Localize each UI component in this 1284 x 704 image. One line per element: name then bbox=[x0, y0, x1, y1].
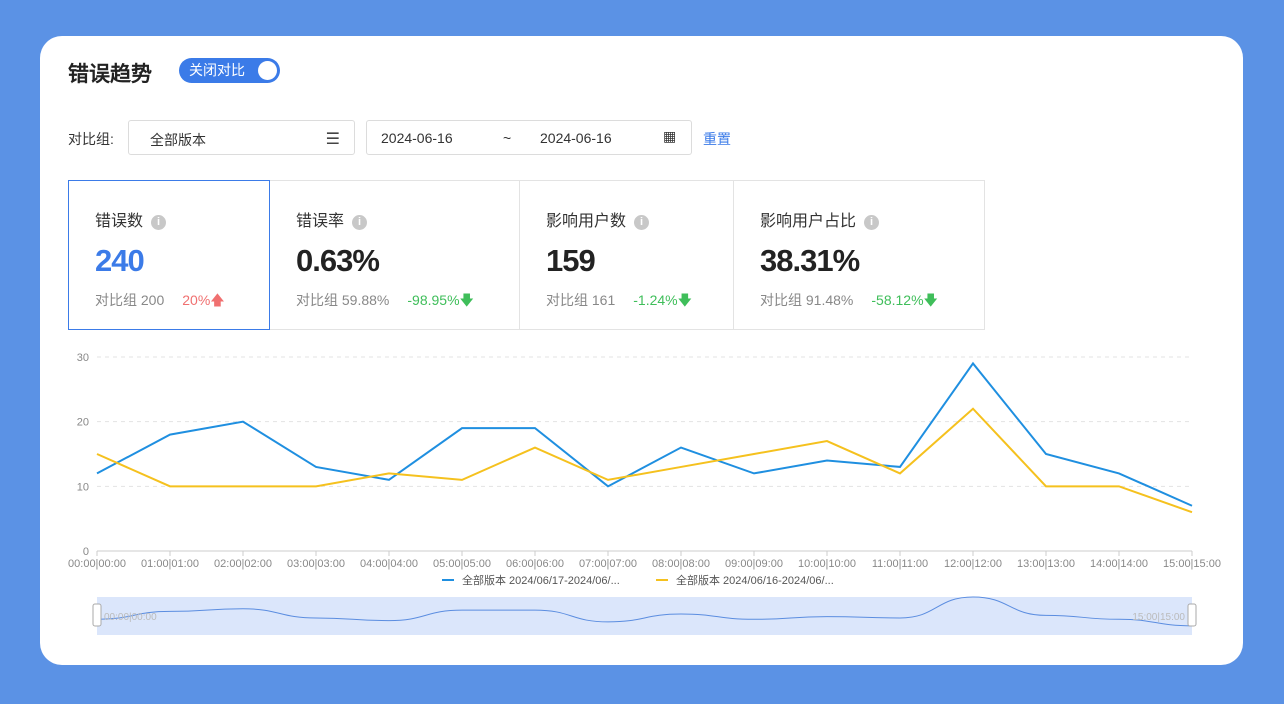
metric-value: 240 bbox=[95, 243, 145, 278]
x-tick-label: 04:00|04:00 bbox=[360, 558, 418, 570]
zoom-handle-right[interactable] bbox=[1187, 603, 1197, 627]
x-tick-label: 03:00|03:00 bbox=[287, 558, 345, 570]
metric-affected-user-ratio[interactable]: 影响用户占比 i 38.31% 对比组 91.48% -58.12%🡇 bbox=[734, 181, 984, 329]
metric-value: 38.31% bbox=[760, 243, 860, 278]
x-tick-label: 00:00|00:00 bbox=[68, 558, 126, 570]
zoom-start-label: 00:00|00:00 bbox=[104, 612, 157, 623]
x-tick-label: 02:00|02:00 bbox=[214, 558, 272, 570]
series-line-2 bbox=[96, 407, 1193, 514]
metric-cards: 错误数 i 240 对比组 200 20%🡅 错误率 i 0.63% 对比组 59.8… bbox=[68, 180, 985, 330]
metric-delta: 20%🡅 bbox=[182, 292, 224, 308]
series-line-1 bbox=[96, 361, 1193, 507]
metric-delta: -98.95%🡇 bbox=[407, 292, 474, 308]
x-tick-label: 14:00|14:00 bbox=[1090, 558, 1148, 570]
delta-value: 20% bbox=[182, 292, 211, 308]
x-tick-label: 05:00|05:00 bbox=[433, 558, 491, 570]
metric-compare: 对比组 200 bbox=[95, 292, 165, 308]
zoom-slider-track bbox=[97, 597, 1192, 635]
legend-label: 全部版本 2024/06/17-2024/06/... bbox=[462, 573, 620, 587]
group-value: 全部版本 bbox=[150, 132, 206, 148]
metric-name: 影响用户占比 bbox=[760, 213, 857, 230]
info-icon[interactable]: i bbox=[151, 215, 167, 230]
date-separator: ~ bbox=[503, 130, 512, 146]
y-tick-label: 0 bbox=[83, 546, 89, 558]
group-select[interactable]: 全部版本 ☰ bbox=[128, 120, 355, 155]
metric-error-count[interactable]: 错误数 i 240 对比组 200 20%🡅 bbox=[68, 180, 270, 330]
toggle-label: 关闭对比 bbox=[189, 62, 245, 78]
arrow-down-icon: 🡇 bbox=[459, 292, 474, 308]
toggle-knob bbox=[258, 61, 277, 80]
x-tick-label: 13:00|13:00 bbox=[1017, 558, 1075, 570]
delta-value: -1.24% bbox=[633, 292, 678, 308]
arrow-down-icon: 🡇 bbox=[677, 292, 693, 308]
date-range-picker[interactable]: 2024-06-16 ~ 2024-06-16 ▦ bbox=[366, 120, 692, 155]
metric-name: 影响用户数 bbox=[546, 213, 627, 230]
x-tick-label: 07:00|07:00 bbox=[579, 558, 637, 570]
delta-value: -58.12% bbox=[871, 292, 924, 308]
info-icon[interactable]: i bbox=[634, 215, 650, 230]
arrow-up-icon: 🡅 bbox=[210, 292, 225, 308]
delta-value: -98.95% bbox=[407, 292, 460, 308]
x-tick-label: 09:00|09:00 bbox=[725, 558, 783, 570]
info-icon[interactable]: i bbox=[864, 215, 880, 230]
reset-link[interactable]: 重置 bbox=[703, 131, 731, 147]
x-tick-label: 11:00|11:00 bbox=[872, 558, 928, 570]
error-trend-card: 错误趋势 关闭对比 对比组: 全部版本 ☰ 2024-06-16 ~ 2024-0… bbox=[40, 36, 1243, 665]
filter-icon: ☰ bbox=[325, 131, 340, 148]
x-tick-label: 06:00|06:00 bbox=[506, 558, 564, 570]
date-end: 2024-06-16 bbox=[540, 130, 612, 146]
date-start: 2024-06-16 bbox=[381, 130, 453, 146]
legend-label: 全部版本 2024/06/16-2024/06/... bbox=[676, 573, 834, 587]
metric-value: 0.63% bbox=[296, 243, 380, 278]
zoom-preview-line bbox=[96, 596, 1193, 627]
metric-error-rate[interactable]: 错误率 i 0.63% 对比组 59.88% -98.95%🡇 bbox=[270, 181, 520, 329]
group-label: 对比组: bbox=[68, 131, 114, 147]
metric-value: 159 bbox=[546, 243, 596, 278]
page-title: 错误趋势 bbox=[68, 63, 152, 86]
compare-toggle[interactable]: 关闭对比 bbox=[179, 58, 280, 83]
info-icon[interactable]: i bbox=[352, 215, 368, 230]
zoom-end-label: 15:00|15:00 bbox=[1132, 612, 1185, 623]
x-tick-label: 15:00|15:00 bbox=[1163, 558, 1221, 570]
metric-compare: 对比组 59.88% bbox=[296, 292, 390, 308]
metric-delta: -1.24%🡇 bbox=[633, 292, 692, 308]
y-tick-label: 20 bbox=[77, 417, 89, 429]
x-tick-label: 10:00|10:00 bbox=[798, 558, 856, 570]
metric-compare: 对比组 161 bbox=[546, 292, 616, 308]
metric-name: 错误率 bbox=[296, 213, 345, 230]
metric-delta: -58.12%🡇 bbox=[871, 292, 938, 308]
metric-name: 错误数 bbox=[95, 213, 144, 230]
zoom-handle-left[interactable] bbox=[92, 603, 102, 627]
y-tick-label: 30 bbox=[77, 352, 89, 364]
metric-affected-users[interactable]: 影响用户数 i 159 对比组 161 -1.24%🡇 bbox=[520, 181, 734, 329]
metric-compare: 对比组 91.48% bbox=[760, 292, 854, 308]
x-tick-label: 01:00|01:00 bbox=[141, 558, 199, 570]
arrow-down-icon: 🡇 bbox=[923, 292, 938, 308]
x-tick-label: 12:00|12:00 bbox=[944, 558, 1002, 570]
y-tick-label: 10 bbox=[77, 481, 89, 493]
x-tick-label: 08:00|08:00 bbox=[652, 558, 710, 570]
calendar-icon: ▦ bbox=[663, 128, 677, 144]
